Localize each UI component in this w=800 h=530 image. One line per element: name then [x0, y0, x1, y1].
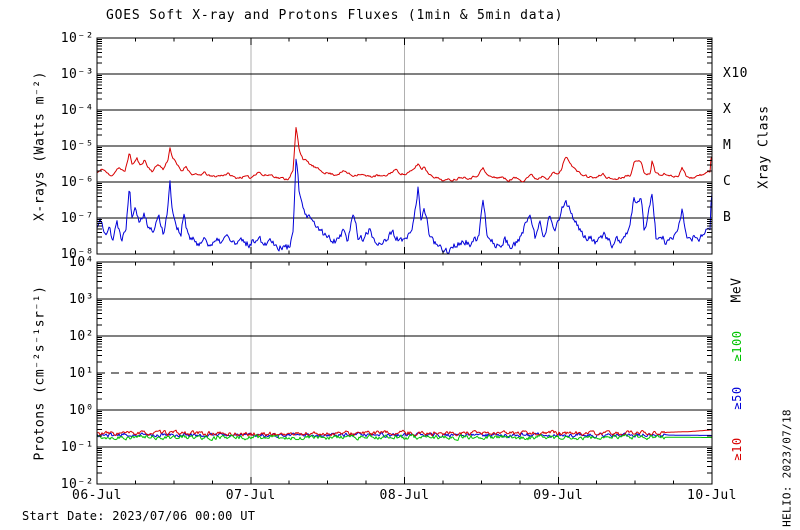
xray-class-label-b: B: [723, 210, 732, 225]
xray-y-tick-label: 10⁻⁵: [60, 139, 94, 154]
proton-y-tick-label: 10⁰: [69, 403, 94, 418]
proton-threshold-label-ge100: ≥100: [730, 330, 744, 362]
xray-decade-lines: [97, 73, 712, 219]
xray-y-tick-label: 10⁻⁸: [60, 247, 94, 262]
protons-decade-lines: [97, 298, 712, 448]
xray-class-label-m: M: [723, 138, 732, 153]
xray-y-tick-label: 10⁻³: [60, 67, 94, 82]
xray-class-label-c: C: [723, 174, 732, 189]
x-axis-date-label: 08-Jul: [379, 488, 430, 503]
xray-y-tick-label: 10⁻²: [60, 31, 94, 46]
x-axis-date-label: 07-Jul: [225, 488, 276, 503]
xray-long-0.1-0.8nm-series: [96, 127, 713, 183]
xray-y-tick-label: 10⁻⁶: [60, 175, 94, 190]
credit-text: HELIO: 2023/07/18: [780, 409, 794, 527]
xray-y-tick-label: 10⁻⁷: [60, 211, 94, 226]
x-axis-date-label: 10-Jul: [687, 488, 737, 503]
x-axis-date-label: 09-Jul: [533, 488, 584, 503]
protons-ge50MeV-series: [96, 432, 712, 439]
proton-threshold-label-ge10: ≥10: [730, 437, 744, 461]
xray-y-tick-label: 10⁻⁴: [60, 103, 94, 118]
proton-threshold-label-ge50: ≥50: [730, 386, 744, 410]
proton-y-tick-label: 10⁴: [69, 255, 94, 270]
start-date-text: Start Date: 2023/07/06 00:00 UT: [22, 509, 256, 523]
proton-y-tick-label: 10²: [69, 329, 94, 344]
xray-class-label-x10: X10: [723, 66, 748, 81]
xray-short-0.05-0.4nm-series: [96, 158, 713, 254]
proton-y-tick-label: 10⁻²: [60, 477, 94, 492]
xray-class-axis-title: Xray Class: [756, 105, 772, 189]
mev-axis-title: MeV: [729, 277, 745, 303]
plot-title: GOES Soft X-ray and Protons Fluxes (1min…: [106, 8, 564, 23]
xray-class-label-x: X: [723, 102, 732, 117]
proton-y-tick-label: 10⁻¹: [60, 440, 94, 455]
protons-ge100MeV-series: [96, 434, 713, 441]
proton-y-tick-label: 10³: [69, 292, 94, 307]
proton-panel-frame-and-ticks: [96, 261, 713, 485]
xray-panel-frame-and-ticks: [96, 37, 713, 255]
protons-ge10MeV-series: [96, 429, 713, 437]
proton-y-tick-label: 10¹: [69, 366, 94, 381]
x-axis-date-label: 06-Jul: [72, 488, 122, 503]
